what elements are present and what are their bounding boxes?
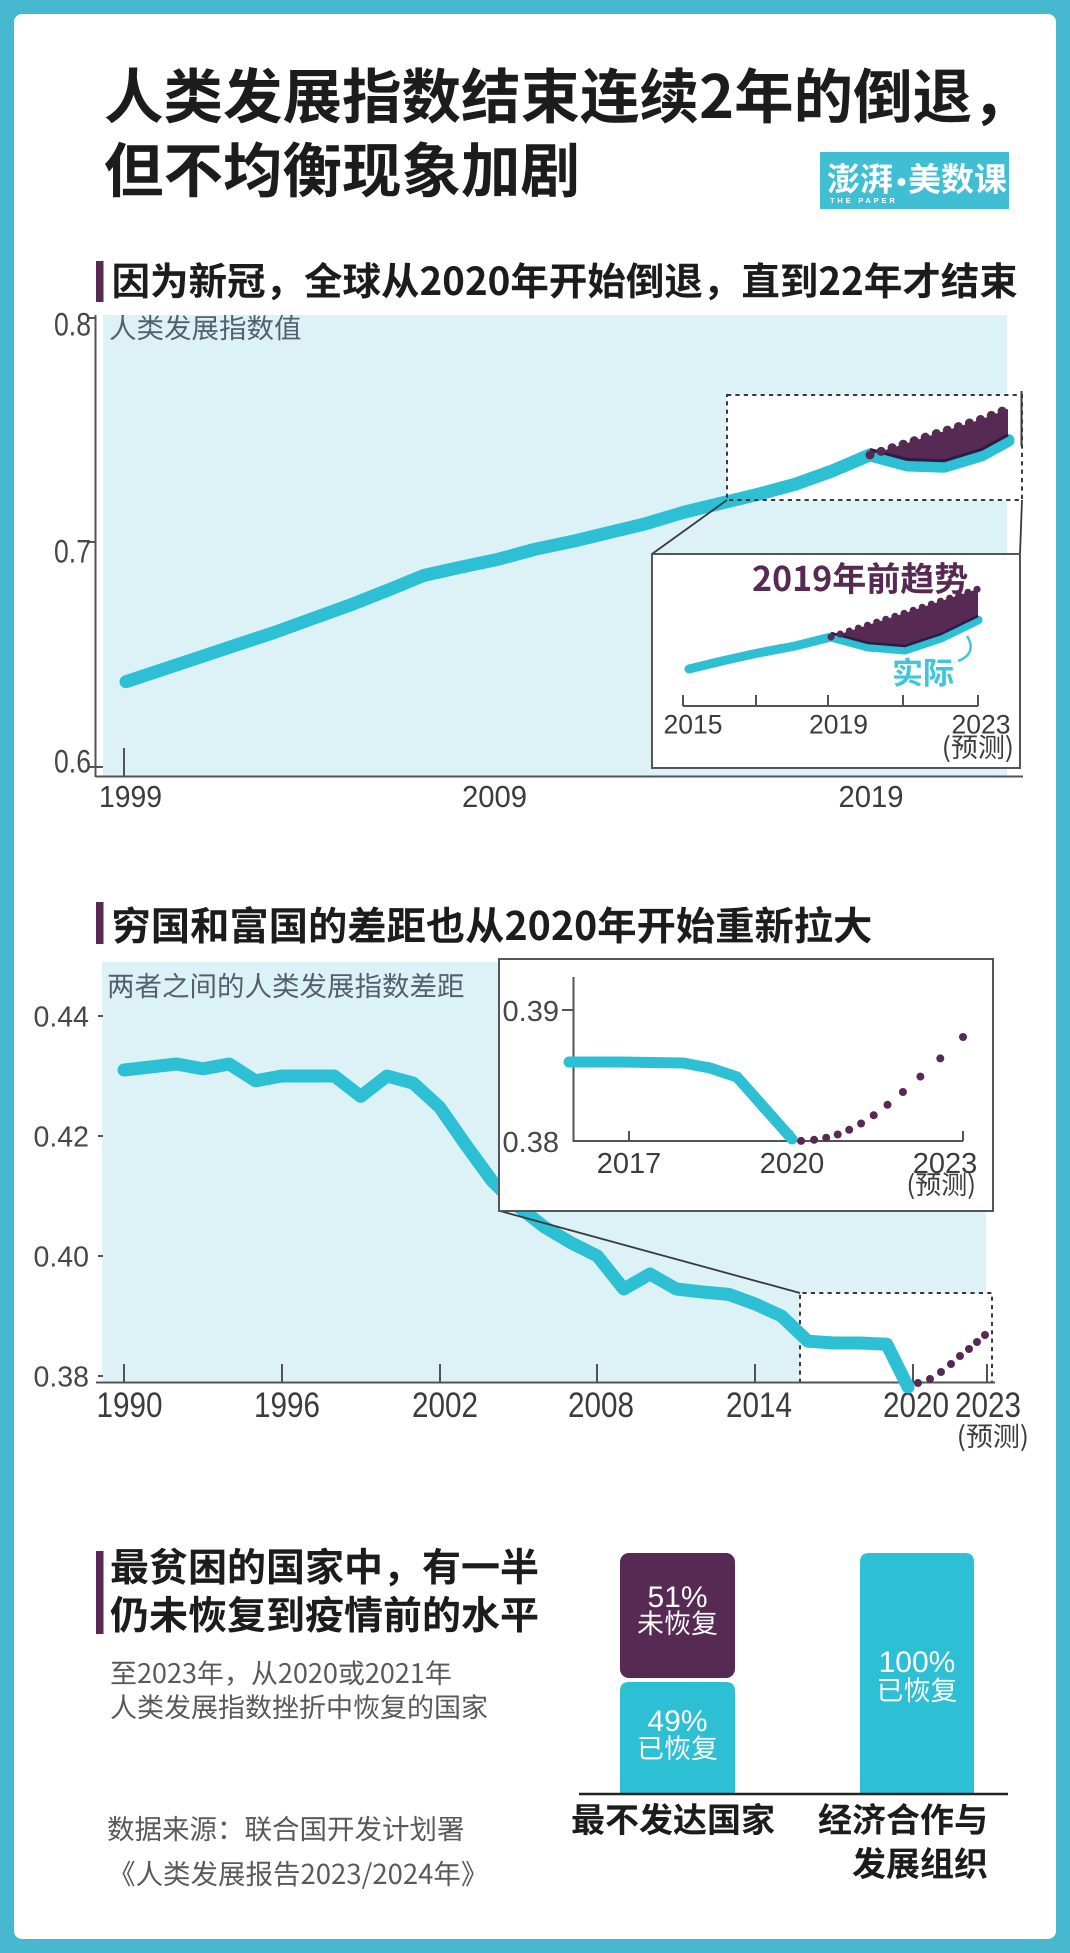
svg-text:2023: 2023 — [952, 710, 1011, 740]
svg-text:2014: 2014 — [726, 1385, 792, 1425]
svg-text:2015: 2015 — [664, 710, 723, 740]
svg-text:2020: 2020 — [760, 1148, 825, 1180]
svg-text:0.42: 0.42 — [34, 1122, 89, 1154]
svg-text:0.8: 0.8 — [54, 307, 91, 343]
svg-text:2008: 2008 — [568, 1385, 634, 1425]
svg-text:1990: 1990 — [97, 1385, 163, 1425]
svg-text:0.38: 0.38 — [34, 1362, 89, 1394]
svg-text:0.7: 0.7 — [54, 534, 91, 570]
svg-text:2017: 2017 — [597, 1148, 662, 1180]
svg-text:2023: 2023 — [955, 1385, 1021, 1425]
svg-text:0.38: 0.38 — [503, 1127, 559, 1159]
svg-text:100%: 100% — [879, 1646, 956, 1679]
svg-text:THE PAPER: THE PAPER — [830, 196, 898, 205]
svg-text:0.44: 0.44 — [34, 1002, 90, 1034]
svg-text:49%: 49% — [647, 1705, 707, 1738]
svg-text:2019: 2019 — [809, 710, 868, 740]
svg-text:1996: 1996 — [254, 1385, 320, 1425]
svg-text:0.40: 0.40 — [34, 1242, 89, 1274]
svg-text:2020: 2020 — [883, 1385, 949, 1425]
svg-text:2019: 2019 — [839, 779, 904, 814]
svg-text:2002: 2002 — [412, 1385, 478, 1425]
svg-text:2009: 2009 — [462, 779, 527, 814]
svg-text:1999: 1999 — [99, 779, 162, 814]
svg-text:0.39: 0.39 — [503, 996, 559, 1028]
svg-text:51%: 51% — [647, 1581, 707, 1614]
svg-text:0.6: 0.6 — [54, 744, 91, 780]
